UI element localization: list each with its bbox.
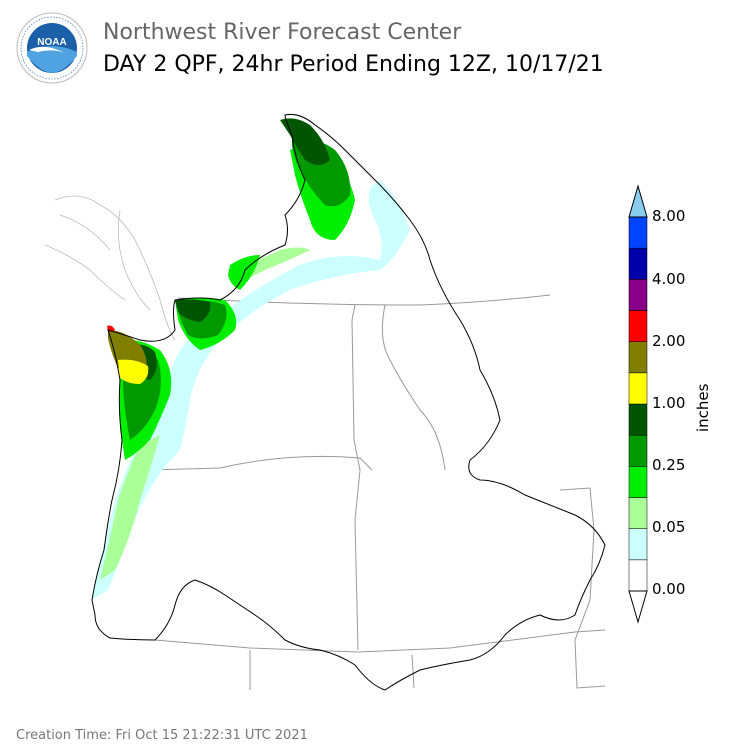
legend-label-1-00: 1.00 <box>652 394 686 412</box>
coastline <box>44 195 176 341</box>
precip-yellow-region <box>118 359 149 384</box>
legend-label-4-00: 4.00 <box>652 270 686 288</box>
basin-outline <box>91 114 606 691</box>
legend-swatch-10 <box>628 247 648 280</box>
legend-swatch-5 <box>628 403 648 436</box>
legend-label-2-00: 2.00 <box>652 332 686 350</box>
legend-swatch-7 <box>628 341 648 374</box>
legend-label-0-05: 0.05 <box>652 518 686 536</box>
legend-swatch-6 <box>628 372 648 405</box>
legend-swatch-8 <box>628 310 648 342</box>
legend-swatch-9 <box>628 279 648 311</box>
map-title: Northwest River Forecast Center <box>103 20 462 45</box>
creation-time: Creation Time: Fri Oct 15 21:22:31 UTC 2… <box>16 728 308 743</box>
political-boundaries <box>149 294 606 690</box>
legend-swatch-3 <box>628 466 648 498</box>
precip-0-05-region <box>92 180 410 600</box>
noaa-logo: NOAA <box>16 12 88 84</box>
legend-swatch-0 <box>628 559 648 592</box>
legend-swatch-2 <box>628 497 648 529</box>
legend-label-0-00: 0.00 <box>652 580 686 598</box>
legend-swatch-4 <box>628 434 648 467</box>
legend-swatch-1 <box>628 528 648 561</box>
legend-swatch-11 <box>628 216 648 249</box>
legend-label-8-00: 8.00 <box>652 207 686 225</box>
precip-0-25-region <box>100 435 160 580</box>
legend-label-0-25: 0.25 <box>652 456 686 474</box>
legend-bottom-arrow <box>628 590 648 624</box>
precip-shading <box>92 118 410 600</box>
map-subtitle: DAY 2 QPF, 24hr Period Ending 12Z, 10/17… <box>103 52 604 77</box>
legend-units: inches <box>694 383 712 432</box>
legend-top-arrow <box>628 184 648 218</box>
noaa-logo-text: NOAA <box>37 37 66 48</box>
